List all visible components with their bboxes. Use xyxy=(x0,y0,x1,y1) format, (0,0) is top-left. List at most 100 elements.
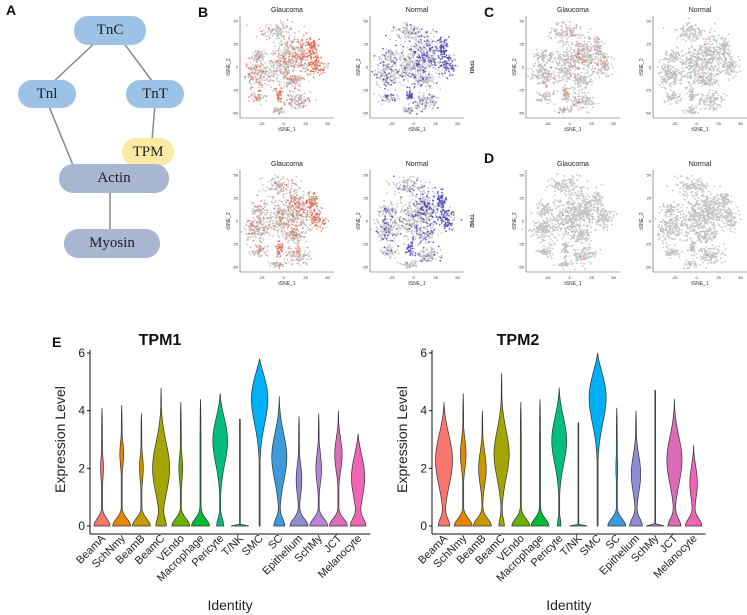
tsne-point xyxy=(285,31,288,33)
tsne-point xyxy=(400,196,403,199)
tsne-point xyxy=(256,215,259,218)
tsne-point xyxy=(319,206,322,209)
tsne-point xyxy=(299,52,302,55)
tsne-point xyxy=(282,48,285,51)
tsne-point xyxy=(440,222,443,224)
tsne-point xyxy=(306,38,308,41)
tsne-point xyxy=(280,219,282,222)
tsne-point xyxy=(435,49,438,51)
tsne-point xyxy=(263,206,266,208)
tsne-point xyxy=(381,99,384,102)
tsne-point xyxy=(378,94,381,96)
tsne-point xyxy=(283,103,286,106)
tsne-point xyxy=(398,69,401,72)
tsne-point xyxy=(294,102,297,105)
tsne-point xyxy=(292,215,294,217)
tsne-point xyxy=(287,226,290,229)
tsne-point xyxy=(391,216,394,219)
tsne-point xyxy=(439,204,442,207)
tsne-point xyxy=(420,184,423,187)
tsne-point xyxy=(327,62,330,65)
tsne-point xyxy=(389,77,392,80)
tsne-point xyxy=(383,74,386,77)
tsne-point xyxy=(280,226,283,229)
tsne-point xyxy=(276,33,279,36)
tsne-point xyxy=(454,64,457,67)
tsne-point xyxy=(388,100,391,103)
tsne-point xyxy=(269,196,272,198)
node-myosin: Myosin xyxy=(64,229,160,258)
tsne-point xyxy=(253,66,255,69)
tsne-point xyxy=(428,105,431,108)
tsne-point xyxy=(421,77,424,80)
tsne-point xyxy=(282,175,284,178)
tsne-point xyxy=(385,48,388,51)
tsne-point xyxy=(310,59,313,61)
tsne-point xyxy=(441,191,443,194)
tsne-point xyxy=(416,221,418,224)
tsne-point xyxy=(282,177,285,180)
tsne-point xyxy=(258,237,260,240)
tsne-point xyxy=(390,71,392,74)
tsne-point xyxy=(402,50,404,52)
tsne-point xyxy=(269,29,272,32)
tsne-point xyxy=(429,38,432,41)
x-tick-label: 50 xyxy=(325,275,330,280)
tsne-point xyxy=(449,206,451,208)
tsne-point xyxy=(389,249,391,251)
tsne-point xyxy=(296,194,298,197)
x-tick-label: 25 xyxy=(303,121,308,126)
x-tick-label: 25 xyxy=(433,121,438,126)
tsne-point xyxy=(426,259,428,262)
tsne-point xyxy=(437,96,440,99)
tsne-point xyxy=(379,78,382,80)
tsne-point xyxy=(395,186,397,189)
tsne-point xyxy=(280,54,282,57)
tsne-point xyxy=(421,62,424,64)
tsne-point xyxy=(446,45,448,48)
x-tick-label: 25 xyxy=(303,275,308,280)
tsne-point xyxy=(260,205,263,208)
tsne-point xyxy=(300,96,302,99)
tsne-point xyxy=(422,252,425,254)
tsne-point xyxy=(419,255,421,258)
tsne-point xyxy=(303,53,306,56)
tsne-point xyxy=(418,55,421,58)
tsne-point xyxy=(429,57,431,59)
tsne-point xyxy=(444,210,446,213)
tsne-point xyxy=(285,204,287,207)
tsne-point xyxy=(312,53,315,56)
tsne-point xyxy=(414,83,417,85)
tsne-point xyxy=(408,201,410,204)
tsne-point xyxy=(432,52,434,54)
tsne-point xyxy=(298,56,301,59)
tsne-point xyxy=(278,54,281,57)
tsne-point xyxy=(385,34,387,37)
tsne-point xyxy=(375,226,378,229)
tsne-point xyxy=(261,30,263,33)
tsne-point xyxy=(380,230,383,233)
tsne-point xyxy=(311,213,313,216)
tsne-point xyxy=(422,259,425,262)
tsne-point xyxy=(284,51,287,54)
tsne-point xyxy=(408,96,411,99)
tsne-point xyxy=(290,44,292,47)
tsne-point xyxy=(292,90,295,93)
tsne-point xyxy=(380,60,383,63)
tsne-point xyxy=(403,70,406,73)
tsne-point xyxy=(394,99,396,102)
tsne-point xyxy=(289,64,292,67)
tsne-point xyxy=(411,198,414,201)
tsne-point xyxy=(262,53,265,55)
tsne-point xyxy=(282,265,284,268)
tsne-point xyxy=(291,98,293,101)
tsne-point xyxy=(412,28,415,31)
tsne-point xyxy=(422,193,424,195)
tsne-point xyxy=(432,205,435,208)
tsne-point xyxy=(392,69,395,71)
tsne-point xyxy=(309,36,312,39)
tsne-point xyxy=(283,260,286,263)
tsne-point xyxy=(412,175,415,178)
tsne-point xyxy=(433,64,436,66)
tsne-point xyxy=(403,84,406,86)
